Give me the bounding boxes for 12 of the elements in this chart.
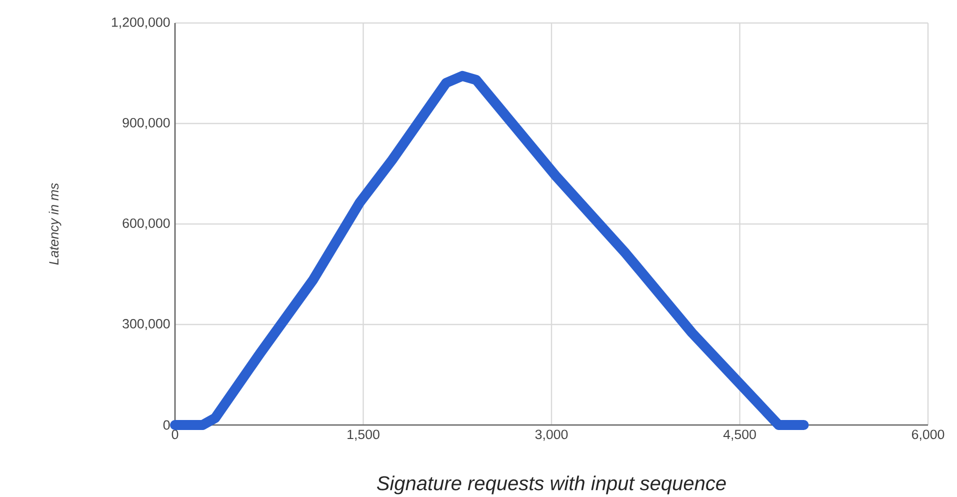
x-tick-label: 4,500: [723, 430, 756, 441]
x-tick-label: 3,000: [535, 430, 568, 441]
y-axis-title: Latency in ms: [48, 183, 62, 265]
y-tick-label: 600,000: [122, 218, 170, 230]
y-tick-label: 300,000: [122, 318, 170, 330]
x-axis-title: Signature requests with input sequence: [376, 476, 726, 494]
x-tick-label: 1,500: [348, 430, 380, 441]
x-tick-label: 0: [172, 430, 178, 440]
y-tick-label: 900,000: [122, 118, 170, 130]
y-tick-label: 1,200,000: [112, 17, 170, 29]
x-tick-label: 6,000: [912, 430, 944, 441]
y-tick-label: 0: [163, 420, 170, 430]
